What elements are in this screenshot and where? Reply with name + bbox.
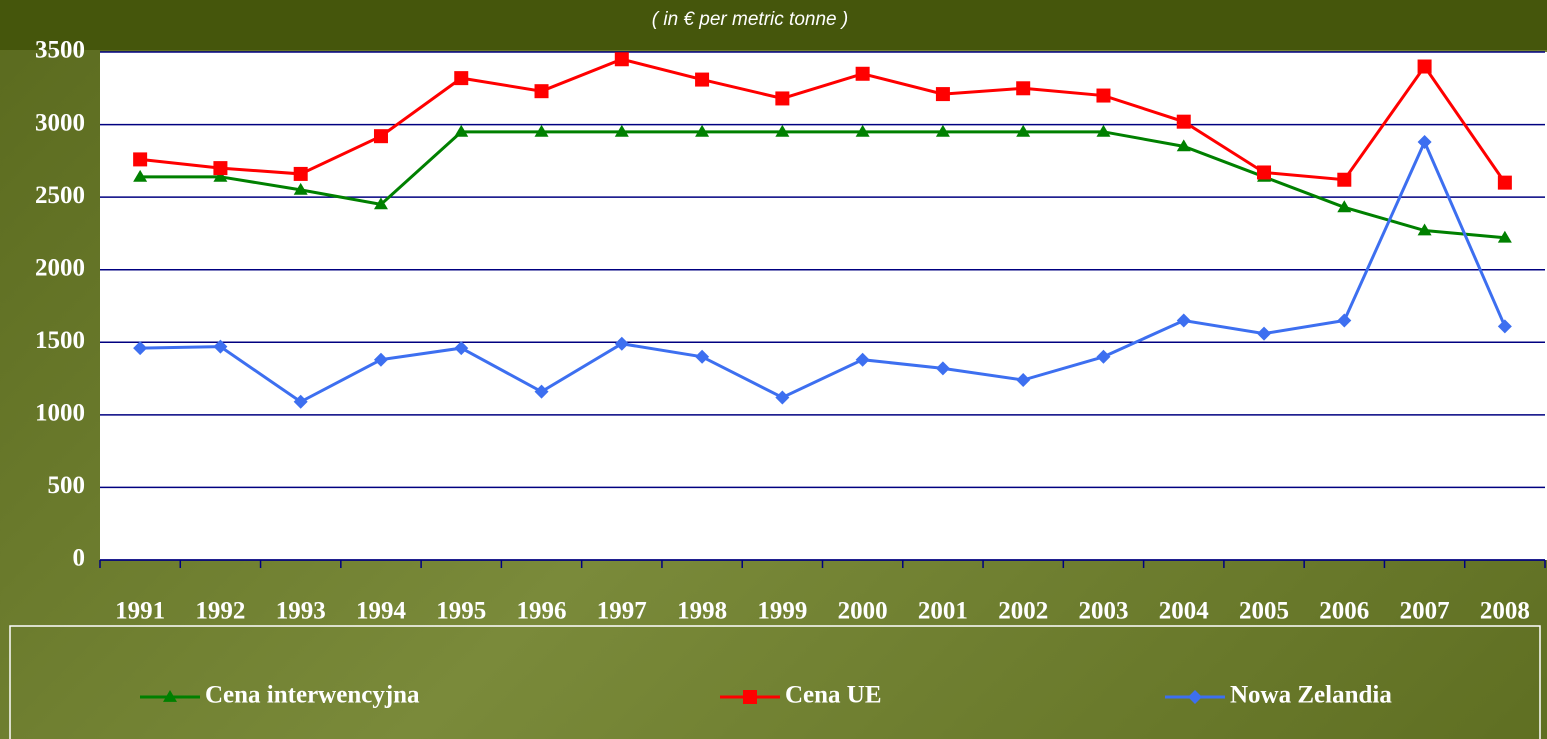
- point: [935, 361, 950, 376]
- legend-box: [9, 625, 1541, 739]
- point: [163, 690, 177, 702]
- y-tick-label: 2000: [35, 254, 85, 281]
- point: [1337, 313, 1352, 328]
- y-tick-label: 0: [73, 545, 86, 572]
- point: [935, 87, 950, 102]
- x-tick-label: 1994: [356, 598, 407, 625]
- y-tick-label: 2500: [35, 182, 85, 209]
- point: [293, 166, 308, 181]
- point: [775, 390, 790, 405]
- point: [1417, 59, 1432, 74]
- point: [454, 71, 469, 86]
- y-tick-label: 1500: [35, 327, 85, 354]
- point: [1176, 114, 1191, 129]
- point: [133, 341, 148, 356]
- y-tick-label: 500: [48, 472, 86, 499]
- y-tick-label: 3500: [35, 37, 85, 64]
- point: [935, 124, 950, 137]
- point: [743, 690, 757, 704]
- point: [1016, 124, 1031, 137]
- point: [855, 66, 870, 81]
- point: [1096, 349, 1111, 364]
- series-line: [140, 130, 1505, 240]
- x-tick-label: 2007: [1400, 598, 1450, 625]
- series-line: [139, 57, 1507, 184]
- header-band: [0, 0, 1547, 50]
- point: [695, 124, 710, 137]
- point: [614, 336, 629, 351]
- point: [1176, 313, 1191, 328]
- point: [1337, 200, 1352, 213]
- x-tick-label: 2003: [1078, 598, 1128, 625]
- point: [534, 384, 549, 399]
- point: [855, 352, 870, 367]
- point: [1257, 326, 1272, 341]
- point: [1337, 172, 1352, 187]
- point: [293, 394, 308, 409]
- point: [454, 124, 469, 137]
- legend-label: Cena UE: [785, 682, 882, 709]
- point: [614, 124, 629, 137]
- x-tick-label: 1998: [677, 598, 727, 625]
- x-tick-label: 1996: [517, 598, 567, 625]
- x-tick-label: 1993: [276, 598, 326, 625]
- point: [1016, 81, 1031, 96]
- point: [534, 124, 549, 137]
- x-tick-label: 1999: [757, 598, 807, 625]
- x-tick-label: 2005: [1239, 598, 1289, 625]
- point: [1497, 319, 1512, 334]
- point: [293, 182, 308, 195]
- point: [373, 197, 388, 210]
- point: [1188, 690, 1202, 704]
- point: [1257, 165, 1272, 180]
- point: [213, 169, 228, 182]
- point: [1497, 175, 1512, 190]
- point: [213, 161, 228, 176]
- series-line: [140, 138, 1507, 404]
- point: [1176, 139, 1191, 152]
- x-tick-label: 2008: [1480, 598, 1530, 625]
- point: [1417, 223, 1432, 236]
- point: [775, 124, 790, 137]
- chart-subtitle: ( in € per metric tonne ): [652, 9, 848, 30]
- point: [133, 152, 148, 167]
- point: [695, 72, 710, 87]
- point: [133, 169, 148, 182]
- x-tick-label: 1991: [115, 598, 165, 625]
- point: [614, 52, 629, 67]
- point: [1096, 124, 1111, 137]
- x-tick-label: 2001: [918, 598, 968, 625]
- x-tick-label: 1992: [195, 598, 245, 625]
- x-tick-label: 2004: [1159, 598, 1210, 625]
- legend-label: Nowa Zelandia: [1230, 682, 1392, 709]
- y-tick-label: 1000: [35, 400, 85, 427]
- point: [1497, 230, 1512, 243]
- point: [1016, 373, 1031, 388]
- x-tick-label: 1995: [436, 598, 486, 625]
- x-tick-label: 1997: [597, 598, 647, 625]
- x-tick-label: 2002: [998, 598, 1048, 625]
- plot-area: [100, 52, 1547, 560]
- point: [695, 349, 710, 364]
- point: [775, 91, 790, 106]
- point: [534, 84, 549, 99]
- y-tick-label: 3000: [35, 109, 85, 136]
- x-tick-label: 2006: [1319, 598, 1369, 625]
- point: [1417, 134, 1432, 149]
- point: [373, 129, 388, 144]
- point: [855, 124, 870, 137]
- legend-label: Cena interwencyjna: [205, 682, 420, 709]
- point: [373, 352, 388, 367]
- point: [1096, 88, 1111, 103]
- point: [213, 339, 228, 354]
- x-tick-label: 2000: [838, 598, 888, 625]
- point: [454, 341, 469, 356]
